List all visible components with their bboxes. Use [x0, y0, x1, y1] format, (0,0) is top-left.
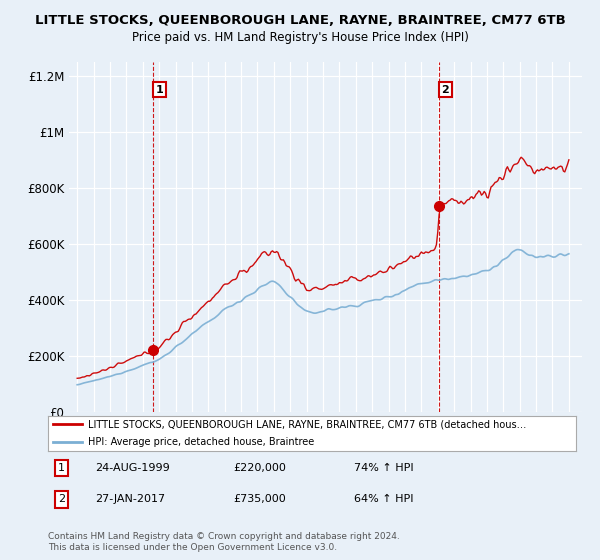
- Text: 1: 1: [58, 463, 65, 473]
- Text: 2: 2: [58, 494, 65, 505]
- Text: LITTLE STOCKS, QUEENBOROUGH LANE, RAYNE, BRAINTREE, CM77 6TB (detached hous…: LITTLE STOCKS, QUEENBOROUGH LANE, RAYNE,…: [88, 419, 526, 430]
- Text: 27-JAN-2017: 27-JAN-2017: [95, 494, 166, 505]
- Text: 74% ↑ HPI: 74% ↑ HPI: [354, 463, 414, 473]
- Text: 1: 1: [156, 85, 164, 95]
- Text: 24-AUG-1999: 24-AUG-1999: [95, 463, 170, 473]
- Text: £220,000: £220,000: [233, 463, 286, 473]
- Text: 64% ↑ HPI: 64% ↑ HPI: [354, 494, 414, 505]
- Text: HPI: Average price, detached house, Braintree: HPI: Average price, detached house, Brai…: [88, 437, 314, 447]
- Text: LITTLE STOCKS, QUEENBOROUGH LANE, RAYNE, BRAINTREE, CM77 6TB: LITTLE STOCKS, QUEENBOROUGH LANE, RAYNE,…: [35, 14, 565, 27]
- Text: Contains HM Land Registry data © Crown copyright and database right 2024.
This d: Contains HM Land Registry data © Crown c…: [48, 532, 400, 552]
- Text: Price paid vs. HM Land Registry's House Price Index (HPI): Price paid vs. HM Land Registry's House …: [131, 31, 469, 44]
- Text: £735,000: £735,000: [233, 494, 286, 505]
- Text: 2: 2: [442, 85, 449, 95]
